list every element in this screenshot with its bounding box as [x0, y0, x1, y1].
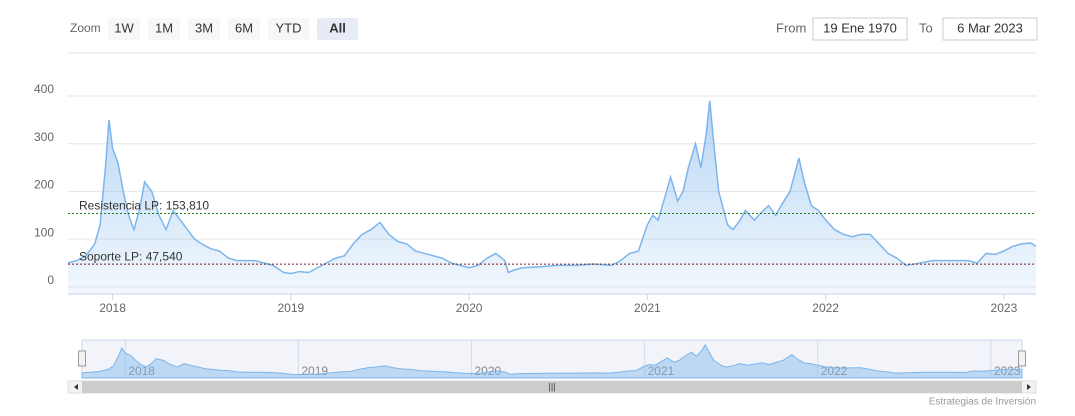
range-button[interactable]: [317, 18, 358, 40]
range-button-label[interactable]: YTD: [276, 20, 302, 35]
scroll-arrow[interactable]: [74, 384, 78, 390]
to-value[interactable]: 6 Mar 2023: [957, 20, 1023, 35]
range-button[interactable]: [148, 18, 180, 40]
x-tick-label: 2021: [634, 301, 661, 315]
range-button-label[interactable]: 3M: [195, 20, 213, 35]
zoom-label: Zoom: [70, 21, 101, 35]
x-tick-label: 2022: [812, 301, 839, 315]
to-label: To: [919, 20, 933, 35]
scrollbar-grip[interactable]: |||: [548, 381, 555, 391]
navigator-label: 2023: [994, 364, 1021, 378]
y-tick-label: 400: [34, 82, 54, 96]
plot-line-label: Soporte LP: 47,540: [79, 249, 183, 263]
x-tick-label: 2019: [277, 301, 304, 315]
range-button[interactable]: [108, 18, 140, 40]
x-tick-label: 2020: [456, 301, 483, 315]
x-tick-label: 2018: [99, 301, 126, 315]
line: [67, 100, 1037, 275]
navigator-handle[interactable]: [1018, 350, 1026, 367]
from-input[interactable]: [812, 17, 908, 41]
range-button-label[interactable]: All: [329, 20, 346, 35]
scroll-arrow[interactable]: [1027, 384, 1031, 390]
credits[interactable]: Estrategias de Inversión: [929, 397, 1036, 408]
y-tick-label: 300: [34, 130, 54, 144]
navigator-label: 2021: [648, 364, 675, 378]
navigator-area: [81, 343, 1023, 379]
navigator-label: 2018: [128, 364, 155, 378]
range-button[interactable]: [188, 18, 220, 40]
area: [68, 100, 1036, 294]
y-tick-label: 100: [34, 225, 54, 239]
scrollbar-thumb[interactable]: [82, 381, 1022, 393]
to-input[interactable]: [942, 17, 1038, 41]
range-button-label[interactable]: 1W: [114, 20, 134, 35]
y-tick-label: 0: [47, 273, 54, 287]
x-tick-label: 2023: [991, 301, 1018, 315]
range-button[interactable]: [268, 18, 309, 40]
range-button-label[interactable]: 1M: [155, 20, 173, 35]
navigator-label: 2020: [475, 364, 502, 378]
range-button-label[interactable]: 6M: [235, 20, 253, 35]
y-tick-label: 200: [34, 178, 54, 192]
range-button[interactable]: [228, 18, 260, 40]
navigator-handle[interactable]: [78, 350, 86, 367]
navigator-label: 2019: [301, 364, 328, 378]
from-label: From: [776, 20, 806, 35]
plot-line-label: Resistencia LP: 153,810: [79, 199, 209, 213]
from-value[interactable]: 19 Ene 1970: [823, 20, 897, 35]
